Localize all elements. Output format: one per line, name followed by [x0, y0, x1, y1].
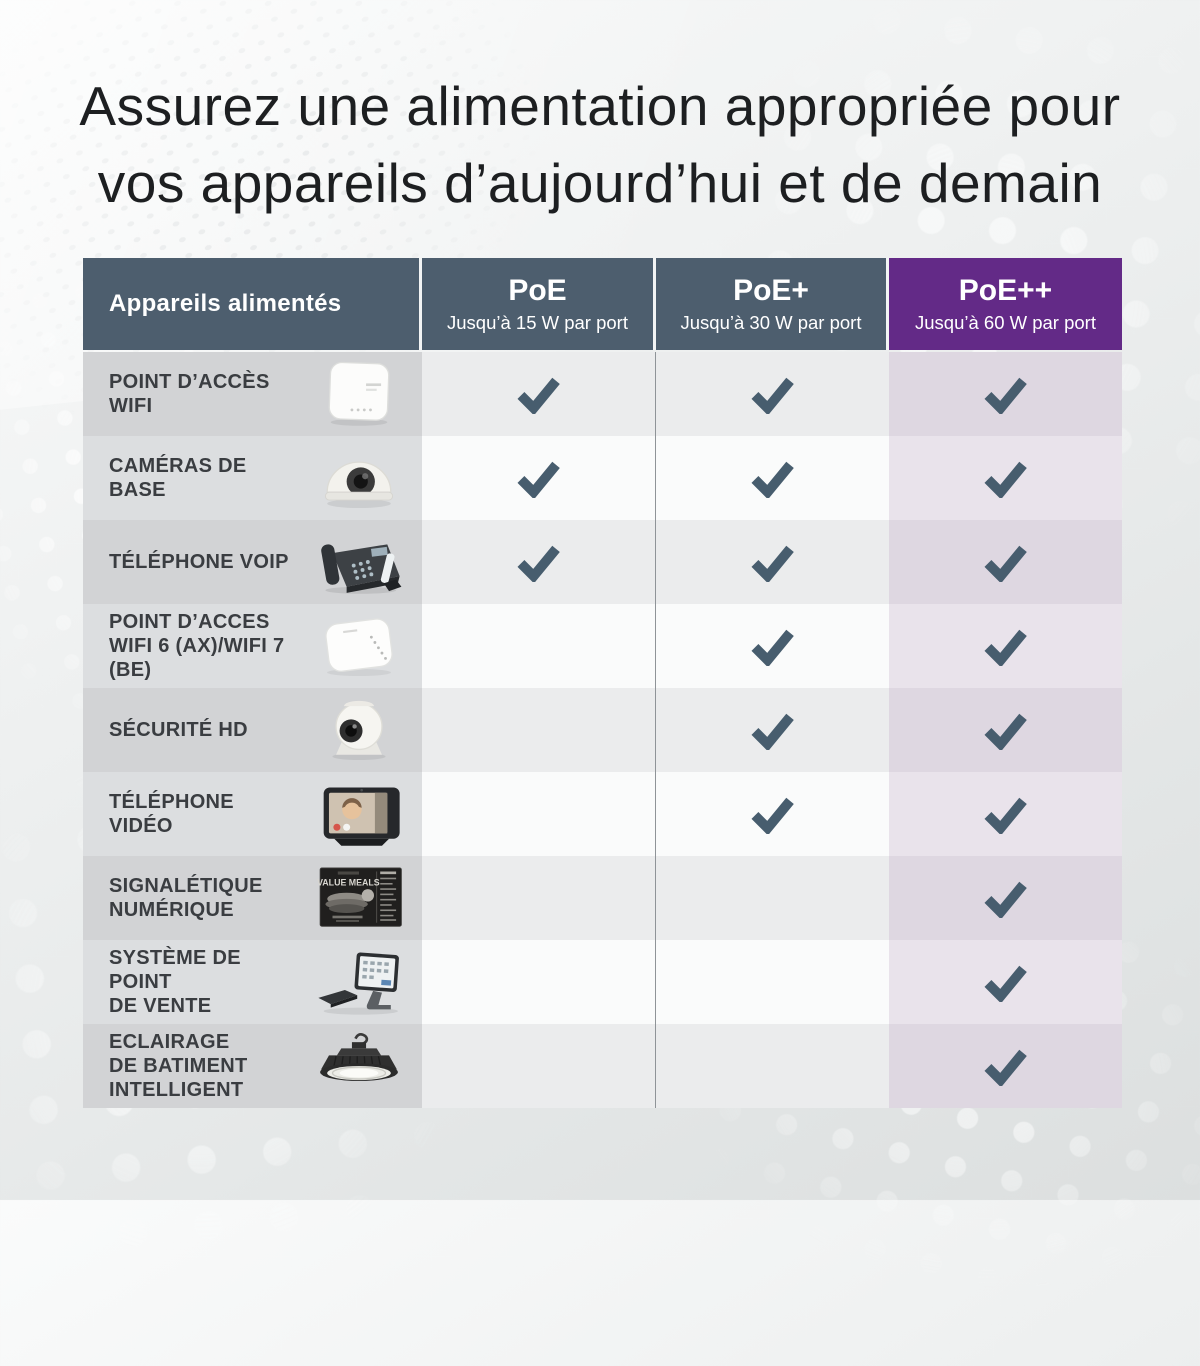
svg-text:VALUE MEALS: VALUE MEALS — [317, 878, 380, 888]
cell-poe — [422, 772, 656, 856]
row-label-cell: TÉLÉPHONE VOIP — [83, 520, 422, 604]
page-title-line1: Assurez une alimentation appropriée pour — [79, 75, 1121, 137]
cell-poe-plus — [656, 436, 889, 520]
check-icon — [517, 461, 560, 498]
check-icon — [984, 1049, 1027, 1086]
page-title: Assurez une alimentation appropriée pour… — [0, 68, 1200, 222]
cell-poe-plus-plus — [889, 1024, 1122, 1108]
check-icon — [751, 713, 794, 750]
cell-poe-plus-plus — [889, 688, 1122, 772]
row-label-cell: SYSTÈME DE POINT DE VENTE — [83, 940, 422, 1024]
check-icon — [984, 461, 1027, 498]
cell-poe — [422, 856, 656, 940]
row-label: POINT D’ACCES WIFI 6 (AX)/WIFI 7 (BE) — [109, 611, 285, 681]
table-row: CAMÉRAS DE BASE — [83, 436, 1122, 520]
cell-poe-plus-plus — [889, 352, 1122, 436]
header-poe: PoE Jusqu’à 15 W par port — [422, 258, 656, 350]
check-icon — [517, 377, 560, 414]
check-icon — [751, 461, 794, 498]
row-label: ECLAIRAGE DE BATIMENT INTELLIGENT — [109, 1031, 248, 1101]
row-label: CAMÉRAS DE BASE — [109, 455, 247, 501]
row-label: TÉLÉPHONE VIDÉO — [109, 791, 234, 837]
cell-poe-plus-plus — [889, 604, 1122, 688]
cell-poe-plus-plus — [889, 520, 1122, 604]
voip-phone-image — [321, 544, 402, 594]
row-label: POINT D’ACCÈS WIFI — [109, 371, 270, 417]
check-icon — [751, 377, 794, 414]
wifi-access-point-image — [328, 361, 390, 426]
cell-poe-plus — [656, 856, 889, 940]
header-poe-subtitle: Jusqu’à 15 W par port — [447, 311, 628, 333]
table-row: TÉLÉPHONE VIDÉO — [83, 772, 1122, 856]
video-phone-image — [323, 787, 400, 846]
cell-poe — [422, 940, 656, 1024]
row-label-cell: ECLAIRAGE DE BATIMENT INTELLIGENT — [83, 1024, 422, 1108]
cell-poe-plus — [656, 1024, 889, 1108]
turret-camera-image — [332, 700, 386, 761]
check-icon — [751, 629, 794, 666]
cell-poe — [422, 520, 656, 604]
cell-poe-plus — [656, 604, 889, 688]
table-row: SIGNALÉTIQUE NUMÉRIQUE VALUE MEALS — [83, 856, 1122, 940]
row-label-cell: CAMÉRAS DE BASE — [83, 436, 422, 520]
cell-poe-plus — [656, 352, 889, 436]
wifi6-access-point-image — [325, 618, 393, 677]
row-label-cell: SIGNALÉTIQUE NUMÉRIQUE VALUE MEALS — [83, 856, 422, 940]
header-poe-plus-plus-subtitle: Jusqu’à 60 W par port — [915, 311, 1096, 333]
cell-poe-plus-plus — [889, 436, 1122, 520]
cell-poe-plus-plus — [889, 940, 1122, 1024]
page-title-line2: vos appareils d’aujourd’hui et de demain — [97, 152, 1103, 214]
table-row: SYSTÈME DE POINT DE VENTE — [83, 940, 1122, 1024]
check-icon — [517, 545, 560, 582]
header-powered-devices-label: Appareils alimentés — [109, 290, 342, 317]
cell-poe — [422, 604, 656, 688]
cell-poe-plus-plus — [889, 772, 1122, 856]
row-label: SYSTÈME DE POINT DE VENTE — [109, 947, 241, 1017]
poe-comparison-table: Appareils alimentés PoE Jusqu’à 15 W par… — [83, 258, 1122, 1108]
cell-poe-plus — [656, 772, 889, 856]
header-poe-plus: PoE+ Jusqu’à 30 W par port — [656, 258, 889, 350]
cell-poe-plus — [656, 940, 889, 1024]
check-icon — [984, 545, 1027, 582]
header-poe-plus-subtitle: Jusqu’à 30 W par port — [680, 311, 862, 333]
table-row: SÉCURITÉ HD — [83, 688, 1122, 772]
check-icon — [984, 377, 1027, 414]
table-body: POINT D’ACCÈS WIFI C — [83, 352, 1122, 1108]
header-powered-devices: Appareils alimentés — [83, 258, 422, 350]
highbay-light-image — [320, 1032, 398, 1082]
check-icon — [984, 965, 1027, 1002]
header-poe-plus-title: PoE+ — [733, 273, 809, 307]
dome-camera-image — [324, 461, 394, 509]
row-label-cell: POINT D’ACCES WIFI 6 (AX)/WIFI 7 (BE) — [83, 604, 422, 688]
row-label: TÉLÉPHONE VOIP — [109, 551, 289, 573]
table-row: POINT D’ACCES WIFI 6 (AX)/WIFI 7 (BE) — [83, 604, 1122, 688]
pos-system-image — [318, 952, 399, 1015]
check-icon — [984, 629, 1027, 666]
table-header-row: Appareils alimentés PoE Jusqu’à 15 W par… — [83, 258, 1122, 350]
row-label: SIGNALÉTIQUE NUMÉRIQUE — [109, 875, 263, 921]
header-poe-title: PoE — [508, 273, 567, 307]
check-icon — [751, 797, 794, 834]
cell-poe-plus-plus — [889, 856, 1122, 940]
row-label-cell: TÉLÉPHONE VIDÉO — [83, 772, 422, 856]
header-poe-plus-plus: PoE++ Jusqu’à 60 W par port — [889, 258, 1122, 350]
cell-poe — [422, 436, 656, 520]
table-row: TÉLÉPHONE VOIP — [83, 520, 1122, 604]
cell-poe — [422, 688, 656, 772]
digital-signage-image: VALUE MEALS — [317, 867, 402, 927]
check-icon — [984, 881, 1027, 918]
check-icon — [751, 545, 794, 582]
cell-poe — [422, 1024, 656, 1108]
table-row: ECLAIRAGE DE BATIMENT INTELLIGENT — [83, 1024, 1122, 1108]
table-row: POINT D’ACCÈS WIFI — [83, 352, 1122, 436]
check-icon — [984, 713, 1027, 750]
cell-poe-plus — [656, 688, 889, 772]
check-icon — [984, 797, 1027, 834]
header-poe-plus-plus-title: PoE++ — [958, 273, 1053, 307]
cell-poe — [422, 352, 656, 436]
row-label-cell: POINT D’ACCÈS WIFI — [83, 352, 422, 436]
row-label: SÉCURITÉ HD — [109, 719, 248, 741]
cell-poe-plus — [656, 520, 889, 604]
row-label-cell: SÉCURITÉ HD — [83, 688, 422, 772]
